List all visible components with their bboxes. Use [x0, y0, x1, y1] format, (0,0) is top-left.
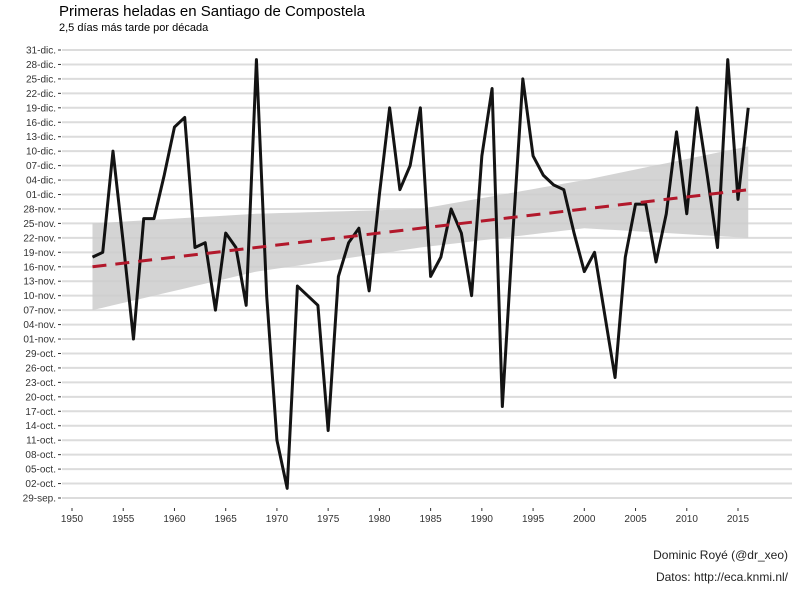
y-tick-label: 13-nov. — [23, 277, 56, 288]
x-tick-label: 1975 — [317, 514, 340, 525]
y-tick-label: 04-dic. — [26, 176, 56, 187]
y-tick-label: 28-dic. — [26, 60, 56, 71]
x-tick-label: 2005 — [624, 514, 647, 525]
y-tick-label: 04-nov. — [23, 320, 56, 331]
y-tick-label: 02-oct. — [25, 479, 56, 490]
y-tick-label: 10-dic. — [26, 147, 56, 158]
trend-line — [92, 188, 749, 269]
y-tick-label: 10-nov. — [23, 291, 56, 302]
y-tick-label: 19-nov. — [23, 248, 56, 259]
x-tick-label: 1995 — [522, 514, 545, 525]
x-tick-label: 1970 — [266, 514, 289, 525]
y-tick-label: 19-dic. — [26, 103, 56, 114]
y-tick-label: 16-dic. — [26, 118, 56, 129]
x-tick-label: 1990 — [471, 514, 494, 525]
y-tick-label: 08-oct. — [25, 450, 56, 461]
x-tick-label: 2010 — [676, 514, 699, 525]
y-tick-label: 01-nov. — [23, 335, 56, 346]
y-tick-label: 28-nov. — [23, 204, 56, 215]
y-tick-label: 20-oct. — [25, 392, 56, 403]
y-tick-label: 25-dic. — [26, 74, 56, 85]
y-tick-label: 13-dic. — [26, 132, 56, 143]
x-tick-label: 1960 — [163, 514, 186, 525]
y-tick-label: 23-oct. — [25, 378, 56, 389]
y-tick-label: 07-dic. — [26, 161, 56, 172]
caption-source: Datos: http://eca.knmi.nl/ — [655, 570, 788, 584]
y-tick-label: 22-dic. — [26, 89, 56, 100]
y-tick-label: 22-nov. — [23, 233, 56, 244]
x-tick-label: 1955 — [112, 514, 135, 525]
x-tick-label: 1965 — [215, 514, 238, 525]
y-tick-label: 01-dic. — [26, 190, 56, 201]
y-tick-label: 14-oct. — [25, 421, 56, 432]
data-line — [91, 58, 750, 490]
y-tick-label: 05-oct. — [25, 465, 56, 476]
y-tick-label: 29-sep. — [23, 494, 56, 505]
x-tick-label: 1980 — [368, 514, 391, 525]
y-tick-label: 26-oct. — [25, 363, 56, 374]
x-tick-label: 1985 — [419, 514, 442, 525]
y-tick-label: 17-oct. — [25, 407, 56, 418]
y-tick-label: 16-nov. — [23, 262, 56, 273]
y-tick-label: 31-dic. — [26, 46, 56, 57]
x-tick-label: 2000 — [573, 514, 596, 525]
y-tick-label: 07-nov. — [23, 306, 56, 317]
x-tick-label: 1950 — [61, 514, 84, 525]
chart-subtitle: 2,5 días más tarde por década — [59, 22, 209, 34]
y-tick-label: 11-oct. — [26, 436, 56, 447]
y-tick-label: 25-nov. — [23, 219, 56, 230]
chart-title: Primeras heladas en Santiago de Composte… — [59, 3, 366, 20]
x-tick-label: 2015 — [727, 514, 750, 525]
caption-author: Dominic Royé (@dr_xeo) — [653, 548, 788, 562]
y-tick-label: 29-oct. — [25, 349, 56, 360]
